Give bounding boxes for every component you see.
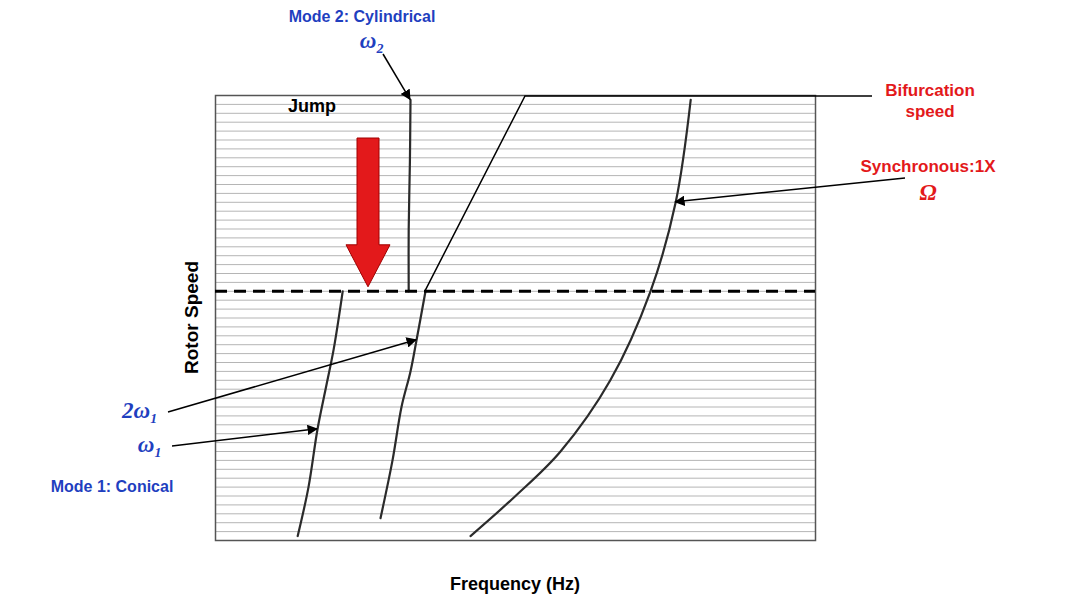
svg-text:Jump: Jump: [288, 96, 336, 116]
svg-text:Mode 2: Cylindrical: Mode 2: Cylindrical: [289, 8, 436, 25]
svg-text:2ω₁: 2ω₁: [121, 398, 158, 423]
svg-text:Ω: Ω: [919, 180, 936, 205]
svg-text:Rotor Speed: Rotor Speed: [181, 261, 202, 374]
svg-text:Frequency (Hz): Frequency (Hz): [450, 574, 580, 594]
svg-text:Synchronous:1X: Synchronous:1X: [860, 157, 996, 176]
svg-text:ω₂: ω₂: [360, 28, 385, 53]
svg-text:Mode 1: Conical: Mode 1: Conical: [51, 478, 174, 495]
svg-text:ω₁: ω₁: [138, 432, 163, 457]
svg-text:Bifurcationspeed: Bifurcationspeed: [885, 81, 975, 121]
